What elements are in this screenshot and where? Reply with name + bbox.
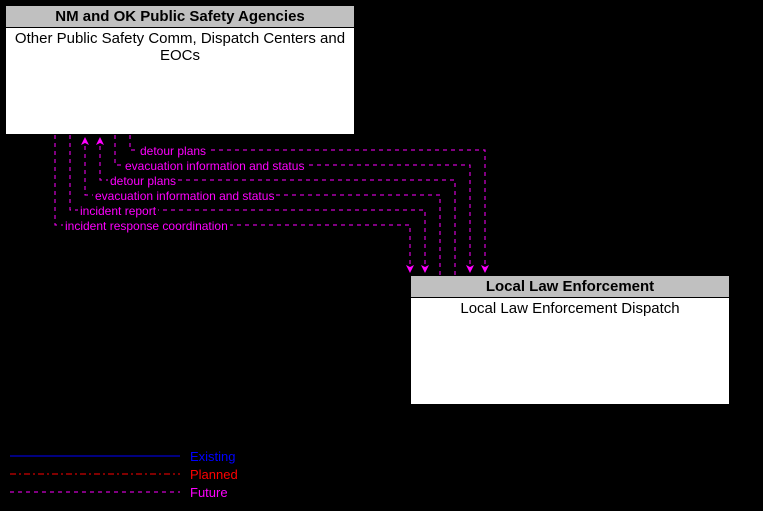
entity-bottom-body: Local Law Enforcement Dispatch	[411, 298, 729, 319]
flow-label-1: evacuation information and status	[123, 160, 306, 172]
entity-bottom: Local Law Enforcement Local Law Enforcem…	[410, 275, 730, 405]
entity-top: NM and OK Public Safety Agencies Other P…	[5, 5, 355, 135]
legend-row-existing: Existing	[10, 447, 238, 465]
legend-label-planned: Planned	[190, 467, 238, 482]
flow-label-4: incident report	[78, 205, 158, 217]
entity-top-body: Other Public Safety Comm, Dispatch Cente…	[6, 28, 354, 66]
flow-label-0: detour plans	[138, 145, 208, 157]
flow-label-3: evacuation information and status	[93, 190, 276, 202]
flow-label-2: detour plans	[108, 175, 178, 187]
entity-top-header: NM and OK Public Safety Agencies	[6, 6, 354, 28]
legend-row-planned: Planned	[10, 465, 238, 483]
legend-label-existing: Existing	[190, 449, 236, 464]
legend-line-existing	[10, 450, 180, 462]
legend: Existing Planned Future	[10, 447, 238, 501]
entity-bottom-header: Local Law Enforcement	[411, 276, 729, 298]
legend-line-planned	[10, 468, 180, 480]
legend-line-future	[10, 486, 180, 498]
legend-label-future: Future	[190, 485, 228, 500]
flow-label-5: incident response coordination	[63, 220, 230, 232]
legend-row-future: Future	[10, 483, 238, 501]
